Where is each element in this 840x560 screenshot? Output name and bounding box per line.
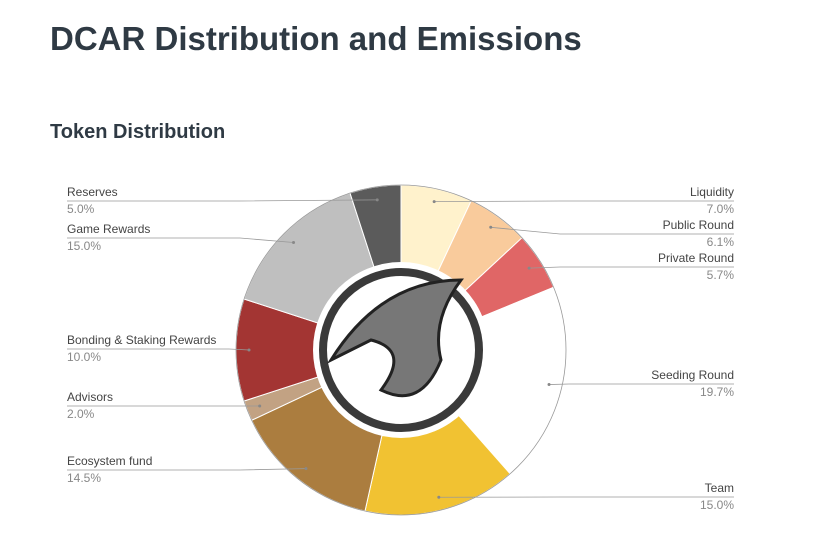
leader-line (67, 237, 294, 243)
slice-label: Liquidity (690, 185, 734, 199)
leader-line (549, 383, 734, 385)
leader-dot (437, 495, 441, 499)
leader-line (67, 199, 378, 202)
leader-dot (292, 241, 296, 245)
slice-value: 5.0% (67, 202, 95, 216)
slice-label: Ecosystem fund (67, 454, 152, 468)
slice-value: 2.0% (67, 407, 95, 421)
slice-label: Game Rewards (67, 222, 150, 236)
page-title: DCAR Distribution and Emissions (50, 20, 582, 57)
slice-label: Private Round (658, 251, 734, 265)
leader-line (529, 266, 734, 269)
slice-label: Bonding & Staking Rewards (67, 333, 216, 347)
slice-value: 15.0% (700, 498, 734, 512)
leader-line (490, 226, 734, 235)
leader-dot (375, 198, 379, 202)
leader-line (67, 468, 306, 471)
label-bg (664, 481, 665, 482)
slice-label: Seeding Round (651, 368, 734, 382)
logo-ring (319, 268, 483, 432)
slice-label: Reserves (67, 185, 118, 199)
slice-value: 14.5% (67, 471, 101, 485)
slice-label: Advisors (67, 390, 113, 404)
leader-dot (247, 348, 251, 352)
slice-label: Team (705, 481, 734, 495)
slice-value: 19.7% (700, 385, 734, 399)
slice-value: 5.7% (707, 268, 735, 282)
leader-dot (432, 200, 436, 204)
leader-dot (304, 467, 308, 471)
slice-label: Public Round (663, 218, 734, 232)
leader-line (434, 200, 734, 203)
leader-dot (547, 383, 551, 387)
slice-value: 10.0% (67, 350, 101, 364)
slice-value: 6.1% (707, 235, 735, 249)
leader-line (67, 348, 250, 351)
slice-value: 15.0% (67, 239, 101, 253)
pie-outline (235, 184, 567, 516)
leader-dot (258, 404, 262, 408)
leader-dot (527, 266, 531, 270)
leader-dot (489, 225, 493, 229)
logo-shape (326, 278, 464, 398)
chart-title: Token Distribution (50, 121, 226, 143)
label-bg (664, 185, 665, 186)
slice-value: 7.0% (707, 202, 735, 216)
